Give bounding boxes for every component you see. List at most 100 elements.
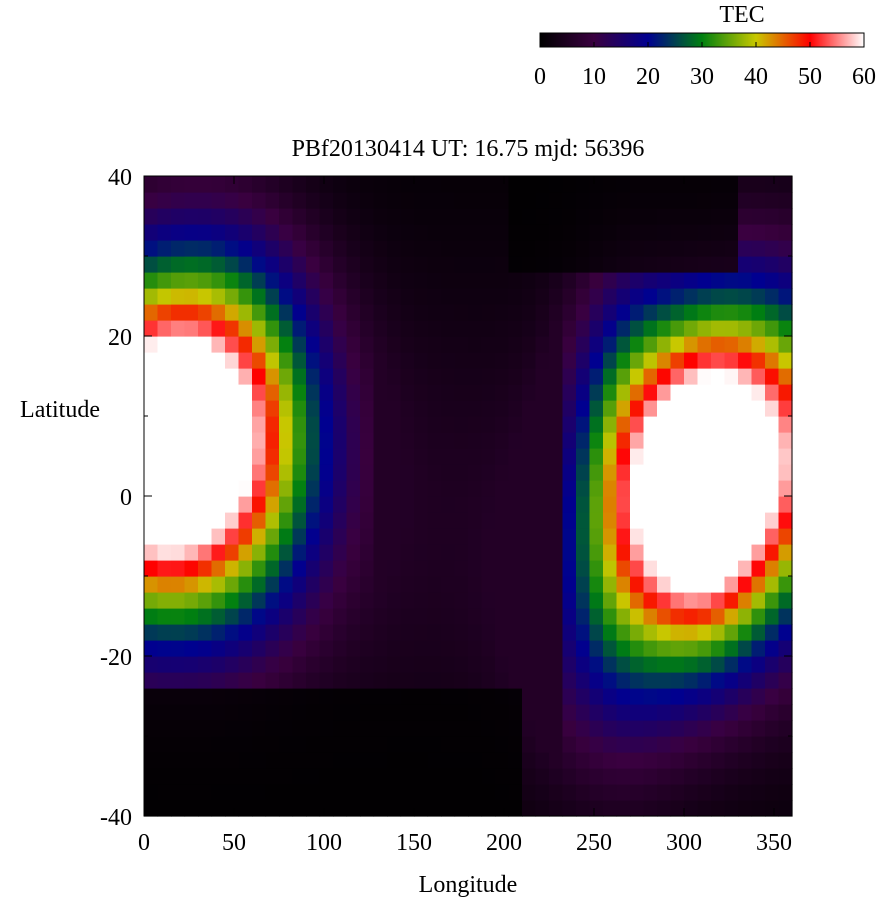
heatmap-cell bbox=[643, 480, 658, 497]
heatmap-cell bbox=[549, 656, 564, 673]
heatmap-cell bbox=[252, 544, 267, 561]
heatmap-cell bbox=[711, 768, 726, 785]
heatmap-cell bbox=[279, 752, 294, 769]
x-tick-label: 250 bbox=[576, 830, 612, 856]
heatmap-cell bbox=[346, 624, 361, 641]
heatmap-cell bbox=[657, 688, 672, 705]
heatmap-cell bbox=[144, 288, 159, 305]
heatmap-cell bbox=[562, 608, 577, 625]
heatmap-cell bbox=[171, 192, 186, 209]
heatmap-cell bbox=[373, 272, 388, 289]
heatmap-cell bbox=[562, 400, 577, 417]
heatmap-cell bbox=[711, 240, 726, 257]
heatmap-cell bbox=[522, 304, 537, 321]
heatmap-cell bbox=[751, 512, 766, 529]
heatmap-cell bbox=[211, 176, 226, 193]
heatmap-cell bbox=[481, 384, 496, 401]
heatmap-cell bbox=[252, 704, 267, 721]
heatmap-cell bbox=[657, 208, 672, 225]
heatmap-cell bbox=[562, 352, 577, 369]
heatmap-cell bbox=[373, 336, 388, 353]
heatmap-cell bbox=[576, 480, 591, 497]
heatmap-cell bbox=[724, 528, 739, 545]
heatmap-cell bbox=[508, 592, 523, 609]
heatmap-cell bbox=[481, 528, 496, 545]
heatmap-cell bbox=[630, 528, 645, 545]
heatmap-cell bbox=[481, 416, 496, 433]
heatmap-cell bbox=[441, 576, 456, 593]
heatmap-cell bbox=[454, 576, 469, 593]
heatmap-cell bbox=[549, 256, 564, 273]
heatmap-cell bbox=[171, 592, 186, 609]
heatmap-cell bbox=[495, 768, 510, 785]
heatmap-cell bbox=[387, 352, 402, 369]
heatmap-cell bbox=[346, 640, 361, 657]
heatmap-cell bbox=[738, 336, 753, 353]
heatmap-cell bbox=[454, 752, 469, 769]
heatmap-cell bbox=[198, 784, 213, 801]
heatmap-cell bbox=[481, 704, 496, 721]
heatmap-cell bbox=[454, 320, 469, 337]
heatmap-cell bbox=[616, 576, 631, 593]
heatmap-cell bbox=[481, 752, 496, 769]
heatmap-cell bbox=[684, 800, 699, 817]
heatmap-cell bbox=[144, 256, 159, 273]
heatmap-cell bbox=[414, 288, 429, 305]
heatmap-cell bbox=[279, 512, 294, 529]
heatmap-cell bbox=[657, 752, 672, 769]
heatmap-cell bbox=[576, 272, 591, 289]
heatmap-cell bbox=[400, 432, 415, 449]
heatmap-cell bbox=[157, 432, 172, 449]
heatmap-cell bbox=[414, 480, 429, 497]
heatmap-cell bbox=[306, 608, 321, 625]
heatmap-cell bbox=[508, 640, 523, 657]
heatmap-cell bbox=[333, 784, 348, 801]
heatmap-cell bbox=[427, 656, 442, 673]
heatmap-cell bbox=[508, 400, 523, 417]
heatmap-cell bbox=[252, 528, 267, 545]
heatmap-cell bbox=[468, 240, 483, 257]
heatmap-cell bbox=[697, 624, 712, 641]
heatmap-cell bbox=[306, 752, 321, 769]
heatmap-cell bbox=[333, 208, 348, 225]
heatmap-cell bbox=[441, 336, 456, 353]
heatmap-cell bbox=[306, 432, 321, 449]
heatmap-cell bbox=[751, 224, 766, 241]
heatmap-cell bbox=[535, 352, 550, 369]
heatmap-cell bbox=[697, 608, 712, 625]
heatmap-cell bbox=[778, 288, 793, 305]
heatmap-cell bbox=[535, 192, 550, 209]
heatmap-cell bbox=[319, 768, 334, 785]
heatmap-cell bbox=[684, 336, 699, 353]
heatmap-cell bbox=[279, 208, 294, 225]
heatmap-cell bbox=[360, 672, 375, 689]
heatmap-cell bbox=[238, 336, 253, 353]
heatmap-cell bbox=[333, 736, 348, 753]
heatmap-cell bbox=[157, 384, 172, 401]
heatmap-cell bbox=[211, 336, 226, 353]
heatmap-cell bbox=[333, 416, 348, 433]
heatmap-cell bbox=[522, 384, 537, 401]
heatmap-cell bbox=[697, 176, 712, 193]
heatmap-cell bbox=[670, 624, 685, 641]
heatmap-cell bbox=[522, 400, 537, 417]
heatmap-cell bbox=[252, 784, 267, 801]
heatmap-cell bbox=[427, 448, 442, 465]
heatmap-cell bbox=[711, 752, 726, 769]
heatmap-cell bbox=[279, 288, 294, 305]
heatmap-cell bbox=[549, 688, 564, 705]
heatmap-cell bbox=[333, 576, 348, 593]
heatmap-cell bbox=[144, 576, 159, 593]
heatmap-cell bbox=[508, 336, 523, 353]
heatmap-cell bbox=[265, 512, 280, 529]
heatmap-cell bbox=[279, 352, 294, 369]
heatmap-cell bbox=[549, 336, 564, 353]
heatmap-cell bbox=[292, 288, 307, 305]
heatmap-cell bbox=[238, 320, 253, 337]
heatmap-cell bbox=[441, 704, 456, 721]
heatmap-cell bbox=[765, 544, 780, 561]
heatmap-cell bbox=[562, 176, 577, 193]
heatmap-cell bbox=[589, 464, 604, 481]
heatmap-cell bbox=[684, 704, 699, 721]
heatmap-cell bbox=[684, 624, 699, 641]
